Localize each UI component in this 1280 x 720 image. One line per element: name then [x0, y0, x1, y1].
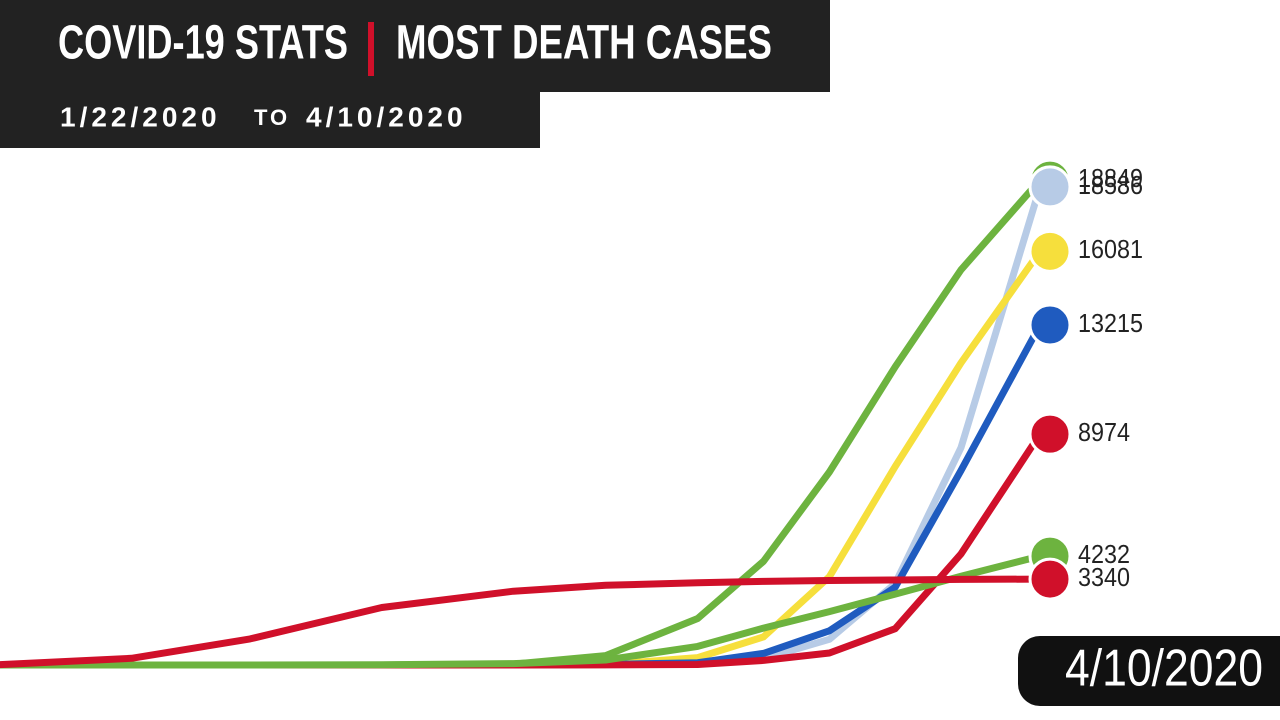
series-line [0, 575, 1044, 669]
series-line [0, 552, 1044, 669]
value-label: 8974 [1078, 417, 1130, 447]
flag-marker [1028, 229, 1072, 273]
value-label: 13215 [1078, 308, 1143, 338]
range-end: 4/10/2020 [306, 101, 467, 132]
title-divider [368, 22, 374, 76]
value-label: 18586 [1078, 170, 1143, 200]
chart-title: COVID-19 STATS [58, 17, 348, 70]
flag-marker [1028, 165, 1072, 209]
chart-subtitle: MOST DEATH CASES [396, 17, 772, 70]
flag-marker [1028, 557, 1072, 601]
series-line [0, 247, 1044, 669]
value-label: 4232 [1078, 539, 1130, 569]
series-line [0, 430, 1044, 669]
flag-marker [1028, 303, 1072, 347]
flag-marker [1028, 412, 1072, 456]
value-label: 16081 [1078, 234, 1143, 264]
value-label: 18849 [1078, 163, 1143, 193]
date-box [1018, 636, 1280, 706]
range-start: 1/22/2020 [60, 101, 221, 132]
title-box [0, 0, 830, 92]
series-line [0, 321, 1044, 669]
current-date: 4/10/2020 [1065, 640, 1263, 698]
range-box [0, 92, 540, 148]
value-label: 3340 [1078, 562, 1130, 592]
range-joiner: TO [254, 105, 290, 130]
